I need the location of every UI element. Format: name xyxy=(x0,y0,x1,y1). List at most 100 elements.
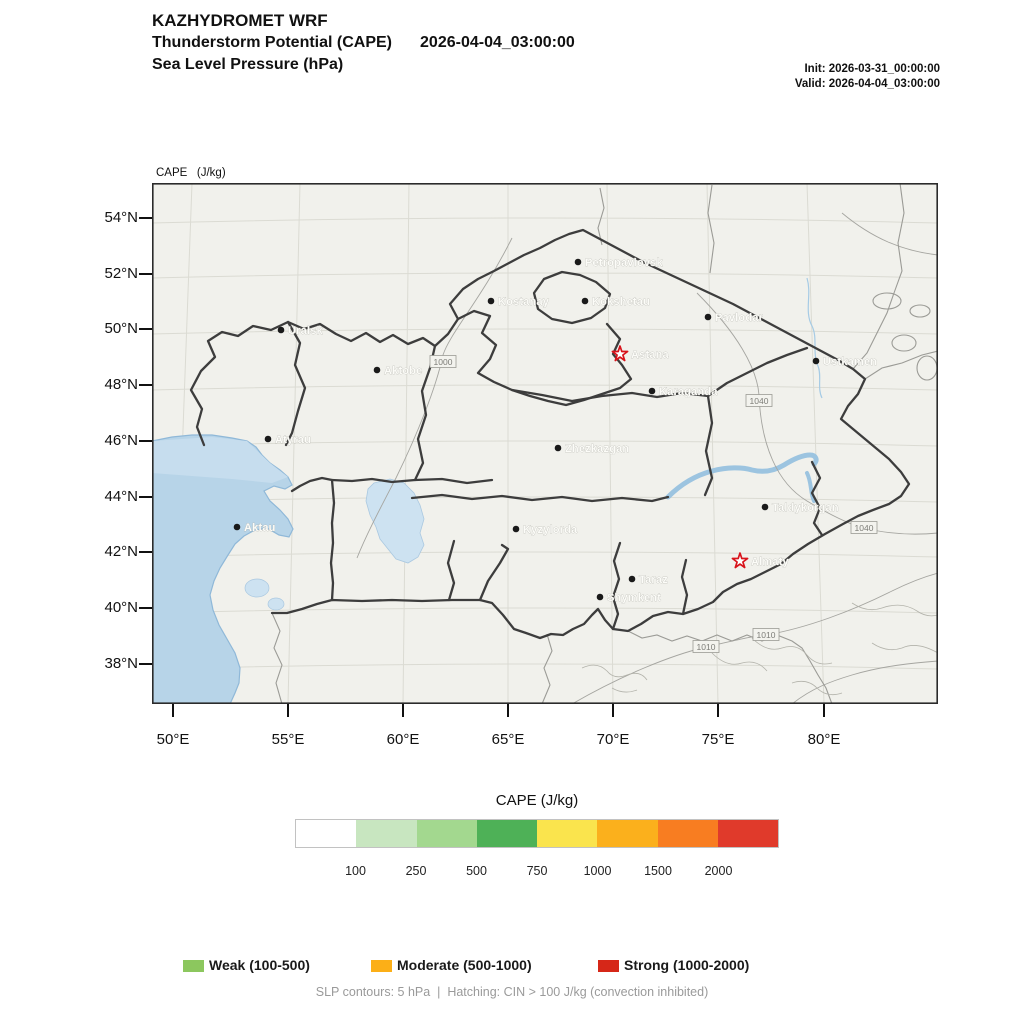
lon-tick-mark xyxy=(717,704,719,717)
city-dot-marker xyxy=(812,357,820,365)
lon-tick-mark xyxy=(402,704,404,717)
map-border xyxy=(152,183,939,705)
product-name: Thunderstorm Potential (CAPE) xyxy=(152,34,393,51)
water-bodies xyxy=(151,277,823,705)
contour-label: 1040 xyxy=(855,523,874,533)
map-frame: Petropavlovsk Kostanay Kokshetau Pavlodar Ur… xyxy=(151,182,939,705)
colorbar-segment xyxy=(476,820,537,847)
lat-tick-label: 54°N xyxy=(104,209,138,226)
lake-balkhash xyxy=(665,452,819,500)
city-star-marker xyxy=(731,552,749,569)
lon-tick-mark xyxy=(287,704,289,717)
valid-datetime: 2026-04-04_03:00:00 xyxy=(420,34,575,51)
lat-tick-mark xyxy=(139,551,152,553)
valid-time: Valid: 2026-04-04_03:00:00 xyxy=(794,78,940,90)
contour-label-box xyxy=(850,521,878,534)
city-label: Pavlodar xyxy=(715,312,764,324)
neighbor-borders xyxy=(271,182,939,705)
city-dot-marker xyxy=(628,575,636,583)
colorbar xyxy=(295,819,779,848)
colorbar-tick-label: 1000 xyxy=(583,864,612,878)
legend-swatch xyxy=(371,960,392,972)
colorbar-tick-label: 250 xyxy=(405,864,427,878)
lat-tick-mark xyxy=(139,440,152,442)
lon-tick-label: 70°E xyxy=(596,731,630,748)
legend-swatch xyxy=(183,960,204,972)
contour-label: 1000 xyxy=(434,357,453,367)
city-dot-marker xyxy=(277,326,285,334)
colorbar-tick-label: 2000 xyxy=(704,864,733,878)
city-label: Petropavlovsk xyxy=(585,257,663,269)
city-label: Ustkamen xyxy=(823,356,877,368)
lon-tick-label: 50°E xyxy=(156,731,190,748)
region-borders xyxy=(189,228,911,640)
lat-tick-mark xyxy=(139,496,152,498)
city-label: Taldykorgan xyxy=(772,502,839,514)
lon-tick-label: 65°E xyxy=(491,731,525,748)
contour-label: 1010 xyxy=(697,642,716,652)
colorbar-title: CAPE (J/kg) xyxy=(495,792,579,809)
city-label: Taraz xyxy=(639,574,668,586)
colorbar-segment xyxy=(657,820,718,847)
legend-label: Strong (1000-2000) xyxy=(624,957,750,973)
colorbar-segment xyxy=(717,820,778,847)
contour-label-box xyxy=(429,355,457,368)
city-dot-marker xyxy=(554,444,562,452)
lon-tick-label: 75°E xyxy=(701,731,735,748)
city-label: Astana xyxy=(631,349,670,361)
lake-alakol xyxy=(805,471,816,503)
header-subtitle-row: Thunderstorm Potential (CAPE) 2026-04-04_… xyxy=(152,32,575,54)
colorbar-segment xyxy=(356,820,417,847)
colorbar-segment xyxy=(537,820,598,847)
river-irtysh xyxy=(806,277,823,399)
lat-tick-label: 48°N xyxy=(104,376,138,393)
city-dot-marker xyxy=(264,435,272,443)
lat-tick-mark xyxy=(139,273,152,275)
legend-label: Weak (100-500) xyxy=(209,957,310,973)
map-svg: Petropavlovsk Kostanay Kokshetau Pavlodar Ur… xyxy=(151,182,939,705)
lon-tick-mark xyxy=(172,704,174,717)
lon-tick-mark xyxy=(612,704,614,717)
colorbar-tick-label: 750 xyxy=(526,864,548,878)
lat-tick-mark xyxy=(139,663,152,665)
page-title: KAZHYDROMET WRF xyxy=(152,11,328,30)
city-label: Karaganda xyxy=(659,386,718,398)
footer-caption: SLP contours: 5 hPa | Hatching: CIN > 10… xyxy=(315,985,709,999)
lat-tick-mark xyxy=(139,384,152,386)
init-time: Init: 2026-03-31_00:00:00 xyxy=(804,63,940,75)
city-dot-marker xyxy=(596,593,604,601)
lon-tick-mark xyxy=(823,704,825,717)
city-label: Atyrau xyxy=(275,434,311,446)
lat-tick-mark xyxy=(139,217,152,219)
lat-tick-label: 50°N xyxy=(104,320,138,337)
lat-tick-mark xyxy=(139,328,152,330)
colorbar-tick-label: 500 xyxy=(466,864,487,878)
city-label: Shymkent xyxy=(607,592,661,604)
colorbar-tick-label: 1500 xyxy=(644,864,672,878)
lat-tick-label: 44°N xyxy=(104,488,138,505)
colorbar-segment xyxy=(597,820,658,847)
slp-subtitle: Sea Level Pressure (hPa) xyxy=(152,56,344,73)
lon-tick-label: 55°E xyxy=(271,731,305,748)
lat-tick-label: 40°N xyxy=(104,599,138,616)
aral-sea xyxy=(365,478,425,564)
city-label: Aktobe xyxy=(384,365,422,377)
city-label: Kyzylorda xyxy=(523,524,578,536)
city-dot-marker xyxy=(233,523,241,531)
city-dot-marker xyxy=(574,258,582,266)
lon-tick-label: 60°E xyxy=(386,731,420,748)
contour-label-box xyxy=(692,640,720,653)
city-dot-marker xyxy=(761,503,769,511)
map-overlay: Petropavlovsk Kostanay Kokshetau Pavlodar Ur… xyxy=(233,257,878,653)
lat-tick-label: 52°N xyxy=(104,265,138,282)
lon-tick-label: 80°E xyxy=(807,731,841,748)
graticule xyxy=(151,182,939,705)
caspian-north-shallow xyxy=(152,437,288,483)
city-label: Kostanay xyxy=(498,296,550,308)
lon-tick-mark xyxy=(507,704,509,717)
city-label: Zhezkazgan xyxy=(565,443,629,455)
city-dot-marker xyxy=(487,297,495,305)
contour-label: 1010 xyxy=(757,630,776,640)
city-dot-marker xyxy=(512,525,520,533)
